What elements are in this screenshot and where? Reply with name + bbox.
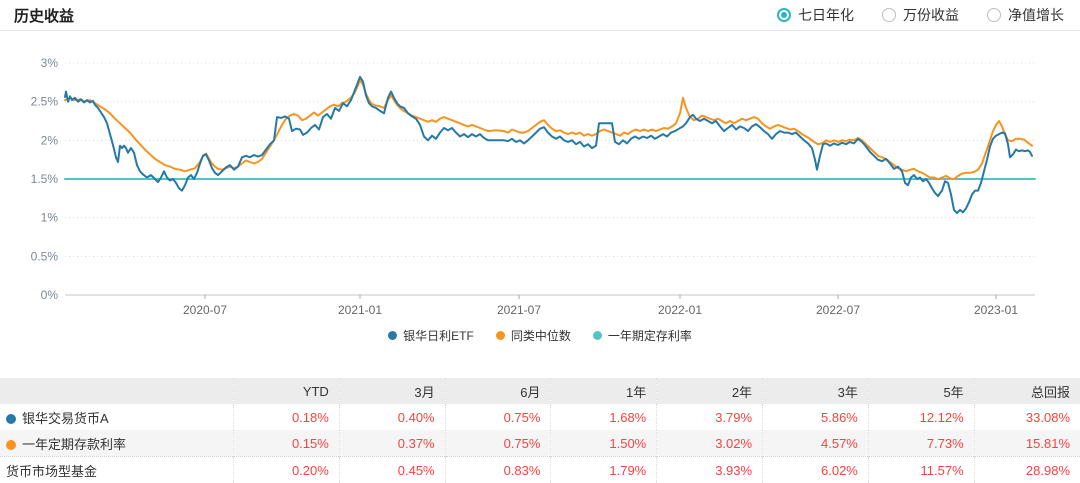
returns-line-chart: 0% 0.5% 1% 1.5% 2% 2.5% 3% 2020-07 2021-01 2021-0…: [0, 32, 1080, 322]
radio-option-1[interactable]: 七日年化: [777, 5, 854, 25]
legend-dot-icon: [593, 331, 602, 340]
return-value-cell: 15.81%: [974, 430, 1080, 457]
series-dot-icon: [6, 414, 16, 424]
return-value-cell: 0.83%: [445, 457, 551, 483]
return-value-cell: 11.57%: [868, 457, 974, 483]
return-value-cell: 0.45%: [339, 457, 445, 483]
radio-option-2[interactable]: 万份收益: [882, 5, 959, 25]
return-value-cell: 3.02%: [657, 430, 763, 457]
column-header: 1年: [551, 378, 657, 404]
return-value-cell: 28.98%: [974, 457, 1080, 483]
legend-label: 银华日利ETF: [403, 327, 474, 344]
radio-circle-icon[interactable]: [882, 8, 896, 22]
row-label-cell: 一年定期存款利率: [0, 430, 234, 457]
column-header: 2年: [657, 378, 763, 404]
y-axis-tick-label: 1.5%: [31, 172, 59, 186]
y-axis-tick-label: 2%: [41, 133, 59, 147]
return-value-cell: 0.40%: [339, 404, 445, 430]
row-label-cell: 银华交易货币A: [0, 404, 234, 430]
return-value-cell: 0.75%: [445, 404, 551, 430]
x-axis-tick-label: 2021-07: [497, 303, 541, 317]
x-axis-tick-label: 2022-01: [658, 303, 702, 317]
return-value-cell: 0.15%: [234, 430, 340, 457]
y-axis-tick-label: 0%: [41, 288, 59, 302]
y-axis-tick-label: 3%: [41, 56, 59, 70]
legend-label: 一年期定存利率: [608, 327, 692, 344]
column-header: [0, 378, 234, 404]
series-dot-icon: [6, 440, 16, 450]
return-value-cell: 3.93%: [657, 457, 763, 483]
radio-label: 万份收益: [903, 5, 959, 25]
x-axis-tick-label: 2023-01: [974, 303, 1018, 317]
return-value-cell: 1.50%: [551, 430, 657, 457]
y-axis-tick-label: 1%: [41, 211, 59, 225]
return-value-cell: 1.79%: [551, 457, 657, 483]
legend-label: 同类中位数: [511, 327, 571, 344]
legend-item-3[interactable]: 一年期定存利率: [593, 327, 692, 344]
column-header: 3月: [339, 378, 445, 404]
legend-item-2[interactable]: 同类中位数: [496, 327, 571, 344]
column-header: 3年: [763, 378, 869, 404]
return-value-cell: 0.75%: [445, 430, 551, 457]
y-axis-tick-label: 2.5%: [31, 95, 59, 109]
return-value-cell: 1.68%: [551, 404, 657, 430]
x-axis-tick-label: 2022-07: [816, 303, 860, 317]
return-value-cell: 0.20%: [234, 457, 340, 483]
return-value-cell: 0.37%: [339, 430, 445, 457]
column-header: 5年: [868, 378, 974, 404]
return-value-cell: 12.12%: [868, 404, 974, 430]
chart-legend: 银华日利ETF 同类中位数 一年期定存利率: [0, 327, 1080, 344]
legend-dot-icon: [496, 331, 505, 340]
page-title: 历史收益: [14, 5, 74, 26]
row-label-cell: 货币市场型基金: [0, 457, 234, 483]
return-value-cell: 33.08%: [974, 404, 1080, 430]
legend-dot-icon: [388, 331, 397, 340]
x-axis-tick-label: 2021-01: [338, 303, 382, 317]
radio-label: 净值增长: [1008, 5, 1064, 25]
return-type-radio-group: 七日年化 万份收益 净值增长: [777, 5, 1064, 25]
x-axis-tick-label: 2020-07: [183, 303, 227, 317]
column-header: 6月: [445, 378, 551, 404]
return-value-cell: 7.73%: [868, 430, 974, 457]
legend-item-1[interactable]: 银华日利ETF: [388, 327, 474, 344]
section-header: 历史收益 七日年化 万份收益 净值增长: [0, 0, 1080, 31]
return-value-cell: 3.79%: [657, 404, 763, 430]
column-header: 总回报: [974, 378, 1080, 404]
y-axis-tick-label: 0.5%: [31, 249, 59, 263]
radio-label: 七日年化: [798, 5, 854, 25]
column-header: YTD: [234, 378, 340, 404]
series-line-银华日利ETF: [65, 77, 1032, 213]
return-value-cell: 0.18%: [234, 404, 340, 430]
radio-circle-icon[interactable]: [987, 8, 1001, 22]
return-value-cell: 4.57%: [763, 430, 869, 457]
radio-option-3[interactable]: 净值增长: [987, 5, 1064, 25]
return-value-cell: 6.02%: [763, 457, 869, 483]
radio-circle-icon[interactable]: [777, 8, 791, 22]
return-value-cell: 5.86%: [763, 404, 869, 430]
